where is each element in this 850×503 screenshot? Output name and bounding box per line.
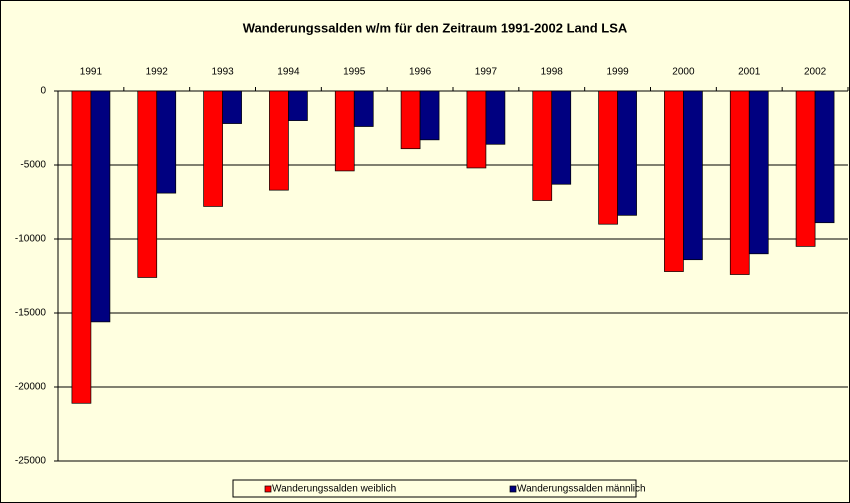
bar bbox=[748, 90, 769, 255]
x-tick-label: 2002 bbox=[804, 67, 827, 78]
bar bbox=[532, 90, 553, 201]
legend bbox=[232, 479, 637, 498]
x-tick-label: 2000 bbox=[672, 67, 695, 78]
bar bbox=[288, 90, 308, 121]
y-tick-label: -5000 bbox=[20, 160, 46, 171]
bar bbox=[485, 90, 506, 145]
bar bbox=[400, 90, 421, 150]
x-tick-label: 1992 bbox=[146, 67, 169, 78]
legend-swatch bbox=[509, 485, 517, 493]
bar bbox=[683, 90, 703, 261]
y-tick-label: -10000 bbox=[15, 234, 47, 245]
y-tick-label: -25000 bbox=[15, 456, 47, 467]
x-tick-label: 1994 bbox=[277, 67, 300, 78]
chart-title: Wanderungssalden w/m für den Zeitraum 19… bbox=[243, 20, 628, 35]
y-tick-label: -20000 bbox=[15, 382, 47, 393]
y-tick-label: -15000 bbox=[15, 308, 47, 319]
bar bbox=[814, 90, 835, 224]
bar bbox=[419, 90, 440, 141]
y-tick-label: 0 bbox=[40, 86, 46, 97]
bar bbox=[222, 90, 242, 124]
x-tick-label: 1997 bbox=[475, 67, 498, 78]
bar bbox=[795, 90, 816, 247]
legend-label: Wanderungssalden männlich bbox=[517, 484, 646, 495]
bar bbox=[551, 90, 572, 185]
bar bbox=[729, 90, 750, 275]
x-tick-label: 2001 bbox=[738, 67, 761, 78]
legend-label: Wanderungssalden weiblich bbox=[272, 484, 396, 495]
x-tick-label: 1993 bbox=[211, 67, 234, 78]
bar bbox=[353, 90, 374, 127]
bar bbox=[137, 90, 158, 278]
bar bbox=[334, 90, 355, 172]
bar bbox=[664, 90, 684, 272]
bar bbox=[156, 90, 177, 194]
legend-swatch bbox=[264, 485, 272, 493]
x-tick-label: 1995 bbox=[343, 67, 366, 78]
x-tick-label: 1999 bbox=[606, 67, 629, 78]
bar bbox=[71, 90, 92, 404]
bar bbox=[203, 90, 223, 207]
bar bbox=[466, 90, 487, 169]
bar bbox=[598, 90, 618, 225]
x-tick-label: 1996 bbox=[409, 67, 432, 78]
bar bbox=[90, 90, 111, 323]
bar bbox=[617, 90, 637, 216]
bar bbox=[269, 90, 289, 191]
x-tick-label: 1998 bbox=[541, 67, 564, 78]
x-tick-label: 1991 bbox=[80, 67, 103, 78]
